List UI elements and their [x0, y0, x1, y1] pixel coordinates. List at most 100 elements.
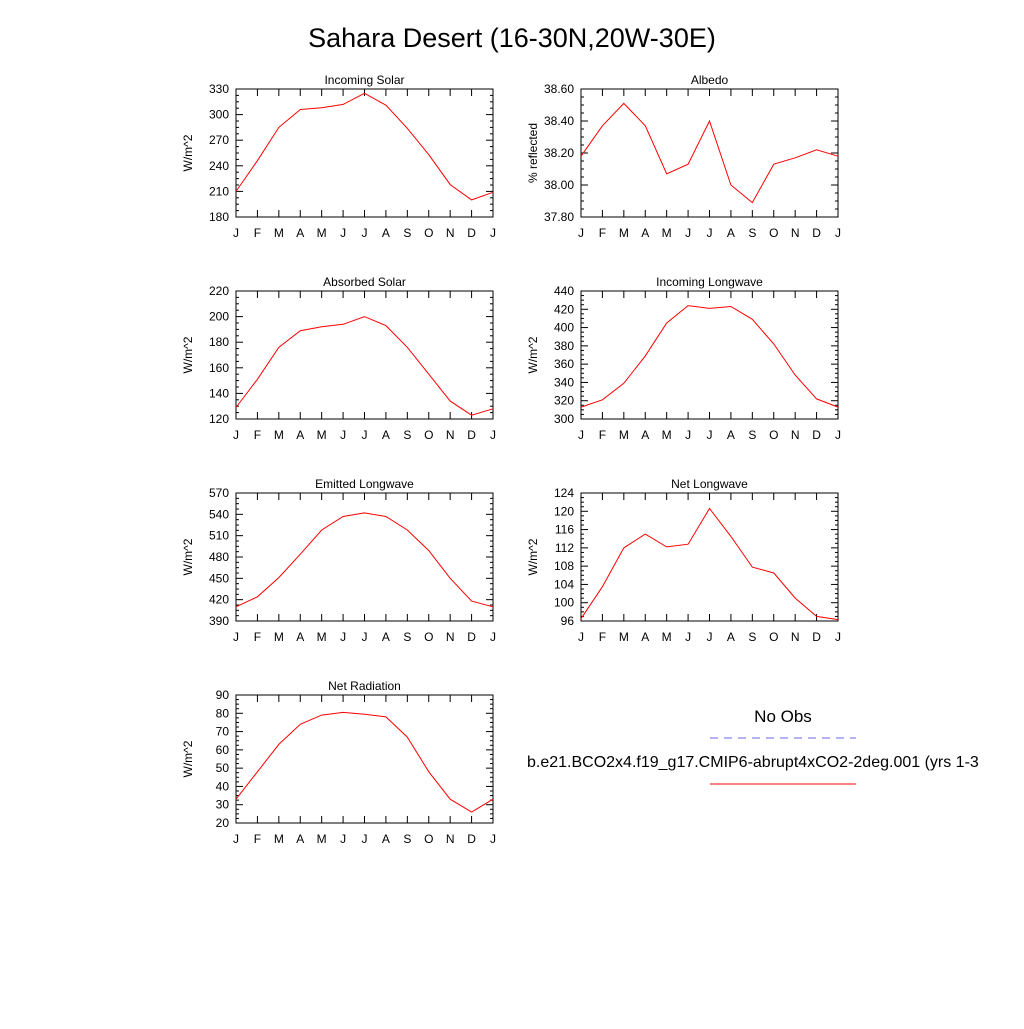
series-line [580, 102, 839, 204]
y-axis-label: W/m^2 [181, 740, 195, 777]
x-tick-label: M [274, 428, 284, 442]
y-axis-label: W/m^2 [181, 134, 195, 171]
y-tick-label: 180 [209, 210, 229, 224]
x-tick-label: J [340, 832, 346, 846]
y-tick-label: 80 [216, 706, 230, 720]
x-tick-label: N [446, 630, 455, 644]
y-tick-label: 160 [209, 361, 229, 375]
x-tick-label: A [296, 226, 304, 240]
x-tick-label: J [835, 630, 841, 644]
x-tick-label: J [490, 226, 496, 240]
x-tick-label: N [791, 630, 800, 644]
x-tick-label: M [662, 630, 672, 644]
series-line [235, 92, 494, 201]
y-tick-label: 112 [555, 541, 574, 555]
x-tick-label: J [362, 832, 368, 846]
x-tick-label: M [317, 832, 327, 846]
y-tick-label: 420 [209, 593, 229, 607]
chart-title: Net Radiation [328, 679, 401, 693]
x-tick-label: J [233, 832, 239, 846]
y-tick-label: 120 [554, 504, 574, 518]
y-tick-label: 108 [554, 559, 574, 573]
y-axis-label: W/m^2 [526, 538, 540, 575]
x-tick-label: N [446, 428, 455, 442]
x-tick-label: S [748, 428, 756, 442]
x-tick-label: J [707, 226, 713, 240]
x-tick-label: A [641, 428, 649, 442]
x-tick-label: J [835, 226, 841, 240]
x-tick-label: D [467, 630, 476, 644]
y-tick-label: 320 [554, 394, 574, 408]
y-tick-label: 96 [561, 614, 575, 628]
x-tick-label: A [641, 630, 649, 644]
x-tick-label: S [403, 226, 411, 240]
x-tick-label: J [685, 428, 691, 442]
x-tick-label: J [578, 630, 584, 644]
x-tick-label: J [362, 226, 368, 240]
y-tick-label: 180 [209, 335, 229, 349]
x-tick-label: J [685, 226, 691, 240]
y-tick-label: 38.20 [544, 146, 574, 160]
series-line [235, 316, 494, 416]
y-tick-label: 124 [554, 486, 574, 500]
y-tick-label: 104 [554, 577, 574, 591]
x-tick-label: O [769, 428, 778, 442]
x-tick-label: J [340, 630, 346, 644]
x-tick-label: O [769, 630, 778, 644]
y-tick-label: 38.00 [544, 178, 574, 192]
plot-frame [235, 290, 494, 420]
x-tick-label: D [467, 832, 476, 846]
x-tick-label: N [791, 226, 800, 240]
x-tick-label: D [812, 428, 821, 442]
y-tick-label: 360 [554, 357, 574, 371]
y-tick-label: 420 [554, 302, 574, 316]
y-tick-label: 140 [209, 386, 229, 400]
x-tick-label: J [362, 428, 368, 442]
x-tick-label: S [748, 226, 756, 240]
x-tick-label: A [641, 226, 649, 240]
x-tick-label: A [382, 630, 390, 644]
y-tick-label: 540 [209, 507, 229, 521]
x-tick-label: M [662, 226, 672, 240]
x-tick-label: M [317, 630, 327, 644]
x-tick-label: J [578, 226, 584, 240]
y-tick-label: 50 [216, 761, 230, 775]
x-tick-label: A [296, 428, 304, 442]
x-tick-label: N [446, 226, 455, 240]
y-axis-label: W/m^2 [526, 336, 540, 373]
x-tick-label: A [727, 428, 735, 442]
y-tick-label: 90 [216, 688, 230, 702]
x-tick-label: J [490, 630, 496, 644]
series-line [235, 512, 494, 608]
x-tick-label: J [578, 428, 584, 442]
series-line [580, 507, 839, 621]
chart-title: Absorbed Solar [323, 275, 406, 289]
y-tick-label: 60 [216, 743, 230, 757]
x-tick-label: A [727, 630, 735, 644]
y-tick-label: 37.80 [544, 210, 574, 224]
chart-title: Albedo [691, 73, 729, 87]
x-tick-label: J [233, 428, 239, 442]
y-tick-label: 570 [209, 486, 229, 500]
y-tick-label: 300 [554, 412, 574, 426]
x-tick-label: D [812, 630, 821, 644]
y-axis-label: W/m^2 [181, 336, 195, 373]
x-tick-label: M [662, 428, 672, 442]
y-tick-label: 30 [216, 798, 230, 812]
x-tick-label: O [769, 226, 778, 240]
legend-model-label: b.e21.BCO2x4.f19_g17.CMIP6-abrupt4xCO2-2… [527, 754, 979, 771]
y-tick-label: 480 [209, 550, 229, 564]
chart-title: Emitted Longwave [315, 477, 414, 491]
x-tick-label: N [791, 428, 800, 442]
y-tick-label: 220 [209, 284, 229, 298]
y-tick-label: 20 [216, 816, 230, 830]
x-tick-label: M [274, 832, 284, 846]
x-tick-label: A [296, 832, 304, 846]
plot-frame [580, 290, 839, 420]
